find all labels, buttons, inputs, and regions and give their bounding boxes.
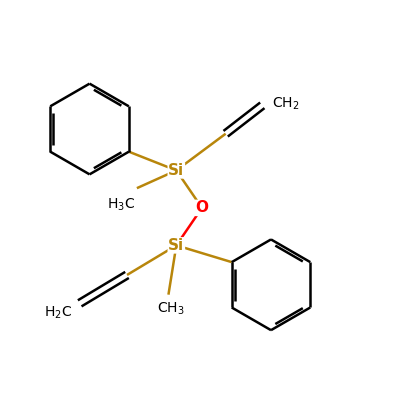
Text: H$_3$C: H$_3$C <box>107 197 135 213</box>
Text: CH$_2$: CH$_2$ <box>272 95 300 112</box>
Text: CH$_3$: CH$_3$ <box>156 300 184 317</box>
Text: O: O <box>196 200 208 215</box>
Text: Si: Si <box>168 238 184 253</box>
Text: H$_2$C: H$_2$C <box>44 305 72 322</box>
Text: Si: Si <box>168 163 184 178</box>
